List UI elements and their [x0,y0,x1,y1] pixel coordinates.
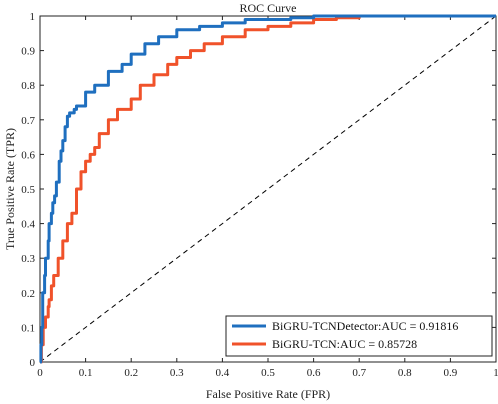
y-tick-label: 0.7 [21,115,35,127]
y-tick-label: 0.8 [21,80,35,92]
x-tick-label: 0.2 [124,367,138,379]
legend-label-bigru-tcndetector: BiGRU-TCNDetector:AUC = 0.91816 [272,319,458,333]
y-tick-label: 1 [30,11,36,23]
x-tick-label: 0.4 [216,367,230,379]
legend-label-bigru-tcn: BiGRU-TCN:AUC = 0.85728 [272,337,417,351]
legend: BiGRU-TCNDetector:AUC = 0.91816 BiGRU-TC… [225,315,493,357]
chart-title: ROC Curve [240,1,297,15]
y-tick-label: 0.4 [21,219,35,231]
x-axis-label: False Positive Rate (FPR) [206,387,330,401]
reference-diagonal-layer [39,15,497,363]
x-tick-label: 0 [37,367,43,379]
y-tick-label: 0.6 [21,149,35,161]
series-layer [39,14,496,364]
x-tick-label: 0.8 [398,367,412,379]
x-tick-label: 0.3 [170,367,184,379]
ticks-layer: 0 0.1 0.2 0.3 0.4 0.5 0.6 0.7 0.8 0.9 1 0 0.1 0.2 0.3 0… [21,11,498,379]
y-tick-label: 0.5 [21,184,35,196]
x-tick-label: 0.7 [352,367,366,379]
y-axis-label: True Positive Rate (TPR) [3,128,17,250]
x-tick-label: 0.5 [261,367,275,379]
y-tick-label: 0.2 [21,288,35,300]
x-tick-label: 0.9 [444,367,458,379]
y-tick-label: 0 [30,357,36,369]
x-tick-label: 0.1 [79,367,93,379]
y-tick-label: 0.9 [21,46,35,58]
y-tick-label: 0.1 [21,322,35,334]
x-tick-label: 0.6 [307,367,321,379]
reference-diagonal-line [39,15,497,363]
series-line-bigru-tcn [39,14,496,364]
legend-box [225,315,493,357]
series-line-bigru-tcndetector [39,14,496,364]
y-tick-label: 0.3 [21,253,35,265]
x-tick-label: 1 [493,367,498,379]
